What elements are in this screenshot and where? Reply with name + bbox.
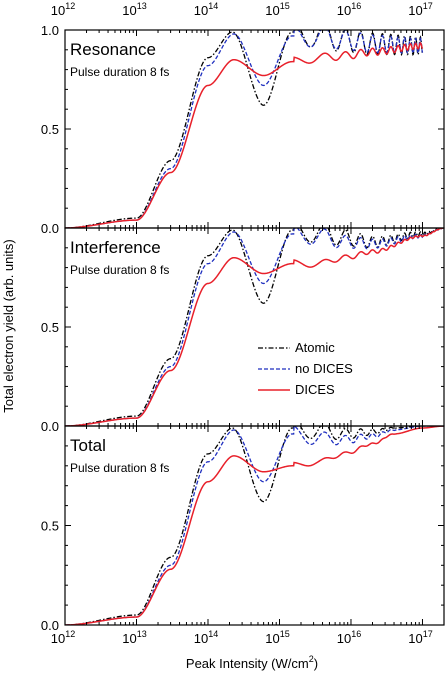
series-line-dices [65, 426, 444, 625]
legend-label-dices: DICES [295, 382, 335, 397]
x-tick-label: 1014 [194, 629, 218, 646]
y-tick-label: 0.0 [41, 221, 59, 236]
panel-title: Resonance [70, 40, 156, 59]
x-axis-label-sup: 2 [309, 654, 314, 664]
x-tick-label: 1013 [122, 629, 146, 646]
panel-title: Interference [70, 238, 161, 257]
panel-frame [64, 425, 445, 626]
y-tick-label: 0.5 [41, 122, 59, 137]
panel-frame [64, 29, 445, 229]
x-tick-label: 1014 [194, 1, 218, 18]
x-tick-label: 1013 [122, 1, 146, 18]
series-line-no-dices [65, 30, 424, 228]
legend-label-no-dices: no DICES [295, 361, 353, 376]
y-tick-label: 1.0 [41, 23, 59, 38]
legend: Atomic no DICES DICES [258, 340, 353, 397]
x-tick-label: 1012 [51, 629, 75, 646]
x-tick-label: 1015 [265, 1, 289, 18]
panel-frame [64, 227, 445, 427]
panel-total-curves [65, 426, 444, 625]
legend-label-atomic: Atomic [295, 340, 335, 355]
x-tick-label: 1016 [337, 629, 361, 646]
panel-interference: Interference Pulse duration 8 fs [65, 228, 444, 426]
series-line-no-dices [65, 426, 444, 625]
y-tick-label: 0.5 [41, 519, 59, 534]
x-tick-label: 1015 [265, 629, 289, 646]
series-line-dices [65, 41, 424, 228]
x-tick-label: 1017 [408, 629, 432, 646]
axes: 0.0 0.5 1.0 0.0 0.5 0.0 0.5 1012 1012 1013 1013 101… [41, 1, 445, 646]
panel-subtitle: Pulse duration 8 fs [70, 263, 169, 277]
series-line-atomic [65, 228, 444, 426]
x-axis-label-main: Peak Intensity (W/cm [186, 656, 309, 671]
panel-resonance: Resonance Pulse duration 8 fs [65, 30, 424, 228]
series-line-no-dices [65, 228, 444, 426]
series-line-atomic [65, 426, 444, 625]
y-tick-label: 0.0 [41, 419, 59, 434]
panel-title: Total [70, 436, 106, 455]
y-tick-label: 0.0 [41, 618, 59, 633]
x-tick-label: 1012 [51, 1, 75, 18]
panel-subtitle: Pulse duration 8 fs [70, 65, 169, 79]
x-tick-label: 1017 [408, 1, 432, 18]
y-tick-label: 0.5 [41, 320, 59, 335]
y-axis-label: Total electron yield (arb. units) [1, 239, 16, 412]
panel-resonance-curves [65, 30, 424, 228]
x-axis-label: Peak Intensity (W/cm2) [186, 654, 318, 671]
panel-subtitle: Pulse duration 8 fs [70, 461, 169, 475]
x-axis-label-tail: ) [314, 656, 318, 671]
series-line-dices [65, 228, 444, 426]
series-line-atomic [65, 30, 424, 228]
x-tick-label: 1016 [337, 1, 361, 18]
panel-interference-curves [65, 228, 444, 426]
panel-total: Total Pulse duration 8 fs [65, 426, 444, 625]
